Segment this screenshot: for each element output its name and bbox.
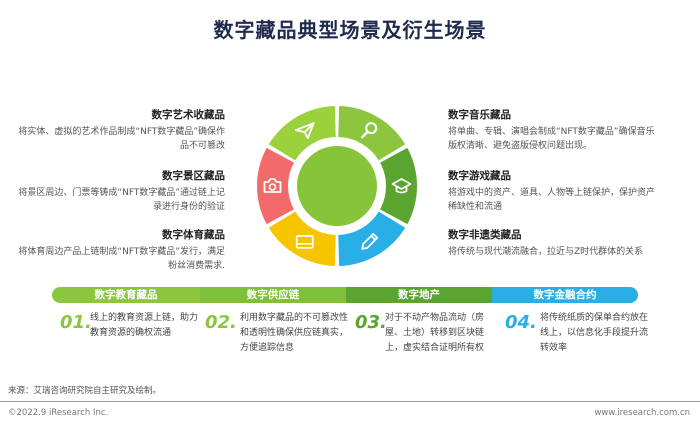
band-label: 数字供应链	[200, 287, 346, 303]
item-text: 线上的教育资源上链，助力教育资源的确权流通	[90, 313, 199, 338]
block-heading: 数字非遗类藏品	[448, 229, 522, 241]
card-icon	[295, 234, 314, 249]
wheel-segment	[338, 211, 406, 266]
source-note: 来源：艾瑞咨询研究院自主研究及绘制。	[8, 386, 162, 396]
block-text: 将实体、虚拟的艺术作品制成“NFT数字藏品”确保作品不可篡改	[18, 127, 225, 151]
wheel-center	[297, 146, 377, 226]
graduation-cap-icon	[391, 178, 412, 194]
search-icon	[361, 122, 378, 139]
band-label: 数字教育藏品	[52, 287, 200, 303]
block-sports-collectibles: 数字体育藏品 将体育周边产品上链制成“NFT数字藏品”发行，满足粉丝消费需求.	[10, 227, 225, 273]
band-finance-contract: 数字金融合约	[492, 287, 638, 303]
scene-wheel	[257, 106, 417, 266]
band-label: 数字金融合约	[492, 287, 638, 303]
block-text: 将游戏中的资产、道具、人物等上链保护，保护资产稀缺性和流通	[448, 188, 656, 212]
band-supply-chain: 数字供应链	[200, 287, 346, 303]
block-scenic-collectibles: 数字景区藏品 将景区周边、门票等铸成“NFT数字藏品”通过链上记录进行身份的验证	[10, 168, 225, 214]
block-text: 将体育周边产品上链制成“NFT数字藏品”发行，满足粉丝消费需求.	[18, 247, 225, 271]
item-text: 对于不动产物品流动（房屋、土地）转移到区块链上，虚实结合证明所有权	[385, 313, 485, 353]
wheel-segment	[268, 211, 336, 266]
block-music-collectibles: 数字音乐藏品 将单曲、专辑、演唱会制成“NFT数字藏品”确保音乐版权清晰、避免盗…	[448, 107, 663, 153]
block-art-collectibles: 数字艺术收藏品 将实体、虚拟的艺术作品制成“NFT数字藏品”确保作品不可篡改	[10, 107, 225, 153]
block-text: 将传统与现代潮流融合，拉近与Z时代群体的关系	[448, 247, 644, 257]
pencil-icon	[361, 232, 379, 250]
item-text: 利用数字藏品的不可篡改性和透明性确保供应链真实，方便追踪信息	[240, 313, 349, 353]
website: www.iresearch.com.cn	[594, 408, 690, 418]
block-heading: 数字艺术收藏品	[151, 109, 226, 121]
copyright: ©2022.9 iResearch Inc.	[8, 408, 109, 418]
band-label: 数字地产	[346, 287, 492, 303]
block-game-collectibles: 数字游戏藏品 将游戏中的资产、道具、人物等上链保护，保护资产稀缺性和流通	[448, 168, 663, 214]
paper-plane-icon	[294, 122, 315, 140]
block-heritage-collectibles: 数字非遗类藏品 将传统与现代潮流融合，拉近与Z时代群体的关系	[448, 227, 663, 259]
footer-divider	[0, 401, 700, 402]
camera-icon	[263, 178, 282, 193]
wheel-segment	[268, 106, 336, 161]
band-real-estate: 数字地产	[346, 287, 492, 303]
item-number: 04.	[505, 312, 537, 333]
block-heading: 数字游戏藏品	[448, 170, 511, 182]
block-heading: 数字景区藏品	[162, 170, 225, 182]
block-heading: 数字音乐藏品	[448, 109, 511, 121]
block-heading: 数字体育藏品	[162, 229, 225, 241]
page-title: 数字藏品典型场景及衍生场景	[213, 18, 487, 42]
item-text: 将传统纸质的保单合约放在线上，以信息化手段提升流转效率	[540, 313, 649, 353]
wheel-segment	[380, 147, 417, 225]
block-text: 将景区周边、门票等铸成“NFT数字藏品”通过链上记录进行身份的验证	[18, 188, 225, 212]
block-text: 将单曲、专辑、演唱会制成“NFT数字藏品”确保音乐版权清晰、避免盗版侵权问题出现…	[448, 127, 655, 151]
band-education: 数字教育藏品	[52, 287, 200, 303]
item-number: 02.	[205, 312, 237, 333]
item-number: 03.	[355, 312, 387, 333]
item-number: 01.	[60, 312, 92, 333]
